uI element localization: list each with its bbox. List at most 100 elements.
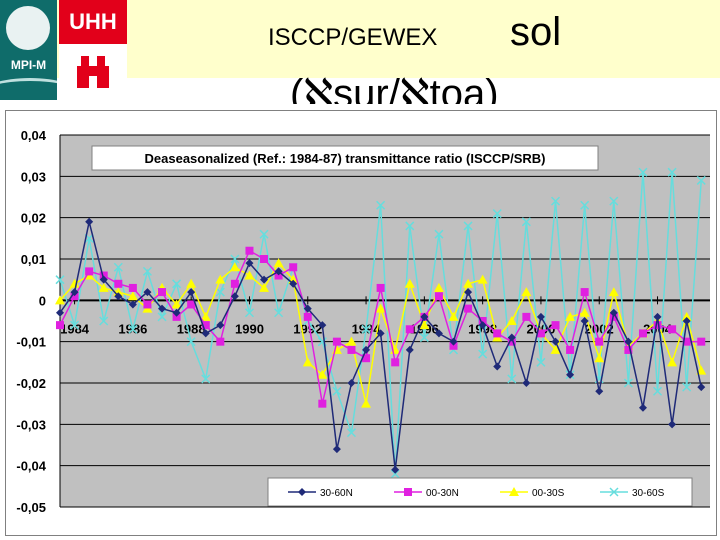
data-point: [463, 221, 473, 231]
x-tick-label: 1988: [177, 321, 206, 336]
data-point: [201, 321, 210, 330]
data-point: [478, 349, 488, 359]
data-point: [260, 275, 269, 284]
legend-label: 30-60S: [632, 488, 665, 499]
data-point: [624, 345, 633, 354]
data-point: [579, 307, 590, 317]
data-point: [449, 341, 458, 350]
slide-title-part2: sol: [510, 10, 562, 54]
data-point: [434, 292, 443, 301]
data-point: [580, 200, 590, 210]
legend-marker: [298, 488, 306, 496]
series-00-30N: [56, 246, 706, 408]
data-point: [186, 278, 197, 288]
data-point: [609, 196, 619, 206]
data-point: [419, 333, 429, 343]
data-point: [682, 337, 691, 346]
data-point: [171, 299, 182, 309]
data-point: [464, 304, 473, 313]
swoosh-icon: [0, 78, 57, 100]
data-point: [70, 292, 79, 301]
data-point: [580, 317, 589, 325]
data-point: [157, 312, 167, 322]
data-point: [595, 387, 604, 396]
series-30-60N: [56, 217, 706, 474]
data-point: [565, 311, 576, 321]
data-point: [419, 320, 430, 330]
data-point: [85, 217, 94, 226]
y-tick-label: 0,04: [21, 128, 47, 143]
data-point: [245, 259, 254, 268]
data-point: [230, 279, 239, 288]
globe-icon: [6, 6, 50, 50]
data-point: [550, 196, 561, 206]
data-point: [653, 312, 662, 321]
data-point: [259, 229, 269, 239]
legend-label: 00-30S: [532, 488, 565, 499]
data-point: [318, 399, 327, 408]
data-point: [405, 221, 415, 231]
legend-entry: 30-60S: [600, 487, 665, 499]
uhh-logo: UHH: [59, 0, 127, 100]
data-point: [274, 308, 284, 318]
data-point: [273, 258, 284, 268]
data-point: [522, 312, 531, 321]
data-point: [464, 288, 473, 297]
data-point: [244, 270, 255, 280]
chart-title: Deaseasonalized (Ref.: 1984-87) transmit…: [145, 151, 546, 166]
data-point: [434, 229, 444, 239]
chart-title-box: Deaseasonalized (Ref.: 1984-87) transmit…: [91, 145, 599, 171]
data-point: [172, 279, 182, 289]
slide-title-line2: (ℵsur/ℵtoa): [290, 72, 499, 104]
slide-title-part1: ISCCP/GEWEX: [268, 24, 438, 51]
data-point: [187, 300, 196, 309]
data-point: [390, 469, 400, 479]
data-point: [667, 167, 677, 177]
data-point: [506, 316, 517, 325]
data-point: [302, 357, 313, 367]
data-point: [347, 345, 356, 354]
data-point: [114, 292, 123, 301]
data-point: [391, 358, 400, 367]
legend-entry: 00-30N: [394, 488, 459, 499]
data-point: [245, 246, 254, 255]
y-tick-label: -0,04: [16, 459, 46, 474]
data-point: [682, 317, 691, 325]
data-point: [127, 291, 138, 301]
data-point: [187, 288, 196, 297]
data-point: [376, 329, 385, 338]
data-point: [215, 287, 225, 297]
data-point: [201, 374, 211, 384]
data-point: [361, 324, 371, 334]
data-point: [448, 311, 459, 321]
data-point: [361, 398, 372, 408]
data-point: [158, 304, 167, 313]
mpi-logo-text: MPI-M: [10, 58, 47, 72]
data-point: [230, 254, 240, 264]
data-point: [99, 275, 108, 284]
data-point: [697, 383, 706, 392]
data-point: [522, 379, 531, 387]
data-point: [274, 267, 283, 276]
data-point: [493, 362, 502, 371]
data-point: [594, 353, 605, 363]
data-point: [289, 279, 298, 288]
y-tick-label: 0,03: [21, 169, 46, 184]
data-point: [332, 386, 342, 396]
data-point: [172, 308, 181, 317]
data-point: [507, 337, 516, 346]
data-point: [376, 200, 386, 210]
y-axis-ticks: 0,04 0,03 0,02 0,01 0 -0,01 -0,02 -0,03 -0,04 -0,…: [16, 128, 46, 515]
data-point: [347, 379, 356, 387]
data-point: [289, 263, 298, 272]
castle-icon: [77, 56, 109, 88]
data-point: [638, 167, 648, 177]
legend-entry: 30-60N: [288, 488, 353, 499]
data-point: [229, 262, 240, 272]
data-point: [536, 357, 546, 367]
mpi-logo: MPI-M: [0, 0, 57, 100]
data-point: [70, 288, 79, 297]
y-tick-label: -0,05: [16, 500, 46, 515]
data-point: [595, 337, 604, 346]
